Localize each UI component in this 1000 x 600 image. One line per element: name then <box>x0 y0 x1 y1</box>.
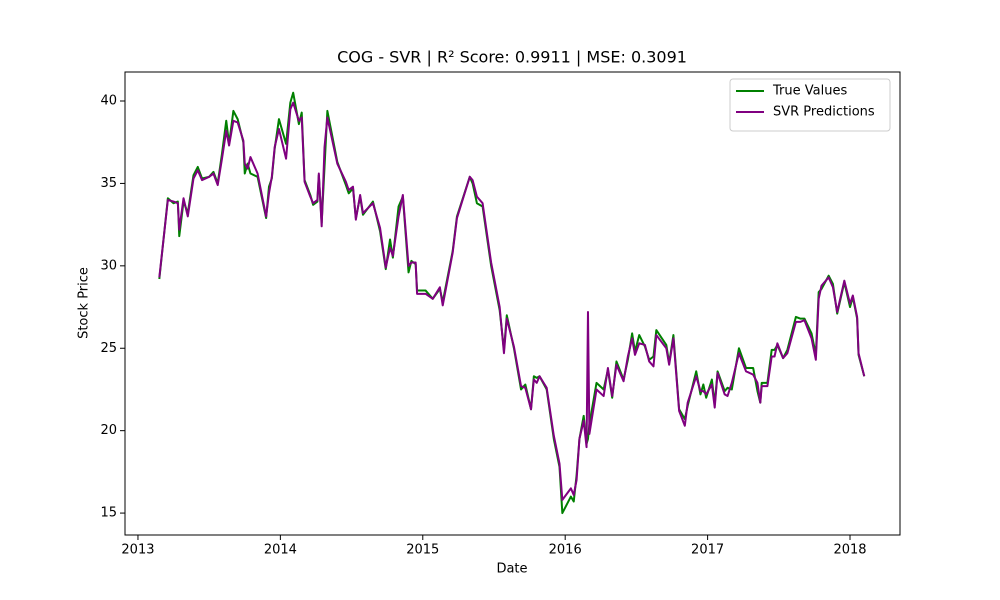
x-tick-label: 2014 <box>264 543 297 558</box>
plot-frame <box>124 71 901 536</box>
x-tick-label: 2016 <box>549 543 582 558</box>
y-tick-label: 35 <box>100 176 117 191</box>
data-line <box>158 101 866 501</box>
x-axis-label: Date <box>496 562 527 577</box>
y-tick-label: 30 <box>100 258 117 273</box>
legend-box <box>729 78 891 132</box>
x-tick-label: 2018 <box>833 543 866 558</box>
y-tick-label: 25 <box>100 341 117 356</box>
chart-title: COG - SVR | R² Score: 0.9911 | MSE: 0.30… <box>337 48 687 67</box>
x-tick-label: 2013 <box>121 543 154 558</box>
legend-label: SVR Predictions <box>773 105 875 120</box>
legend-label: True Values <box>772 84 847 99</box>
x-tick-label: 2017 <box>691 543 724 558</box>
y-tick-label: 20 <box>100 423 117 438</box>
y-tick-label: 40 <box>100 94 117 109</box>
y-axis-label: Stock Price <box>77 267 92 339</box>
x-tick-label: 2015 <box>406 543 439 558</box>
y-tick-label: 15 <box>100 506 117 521</box>
